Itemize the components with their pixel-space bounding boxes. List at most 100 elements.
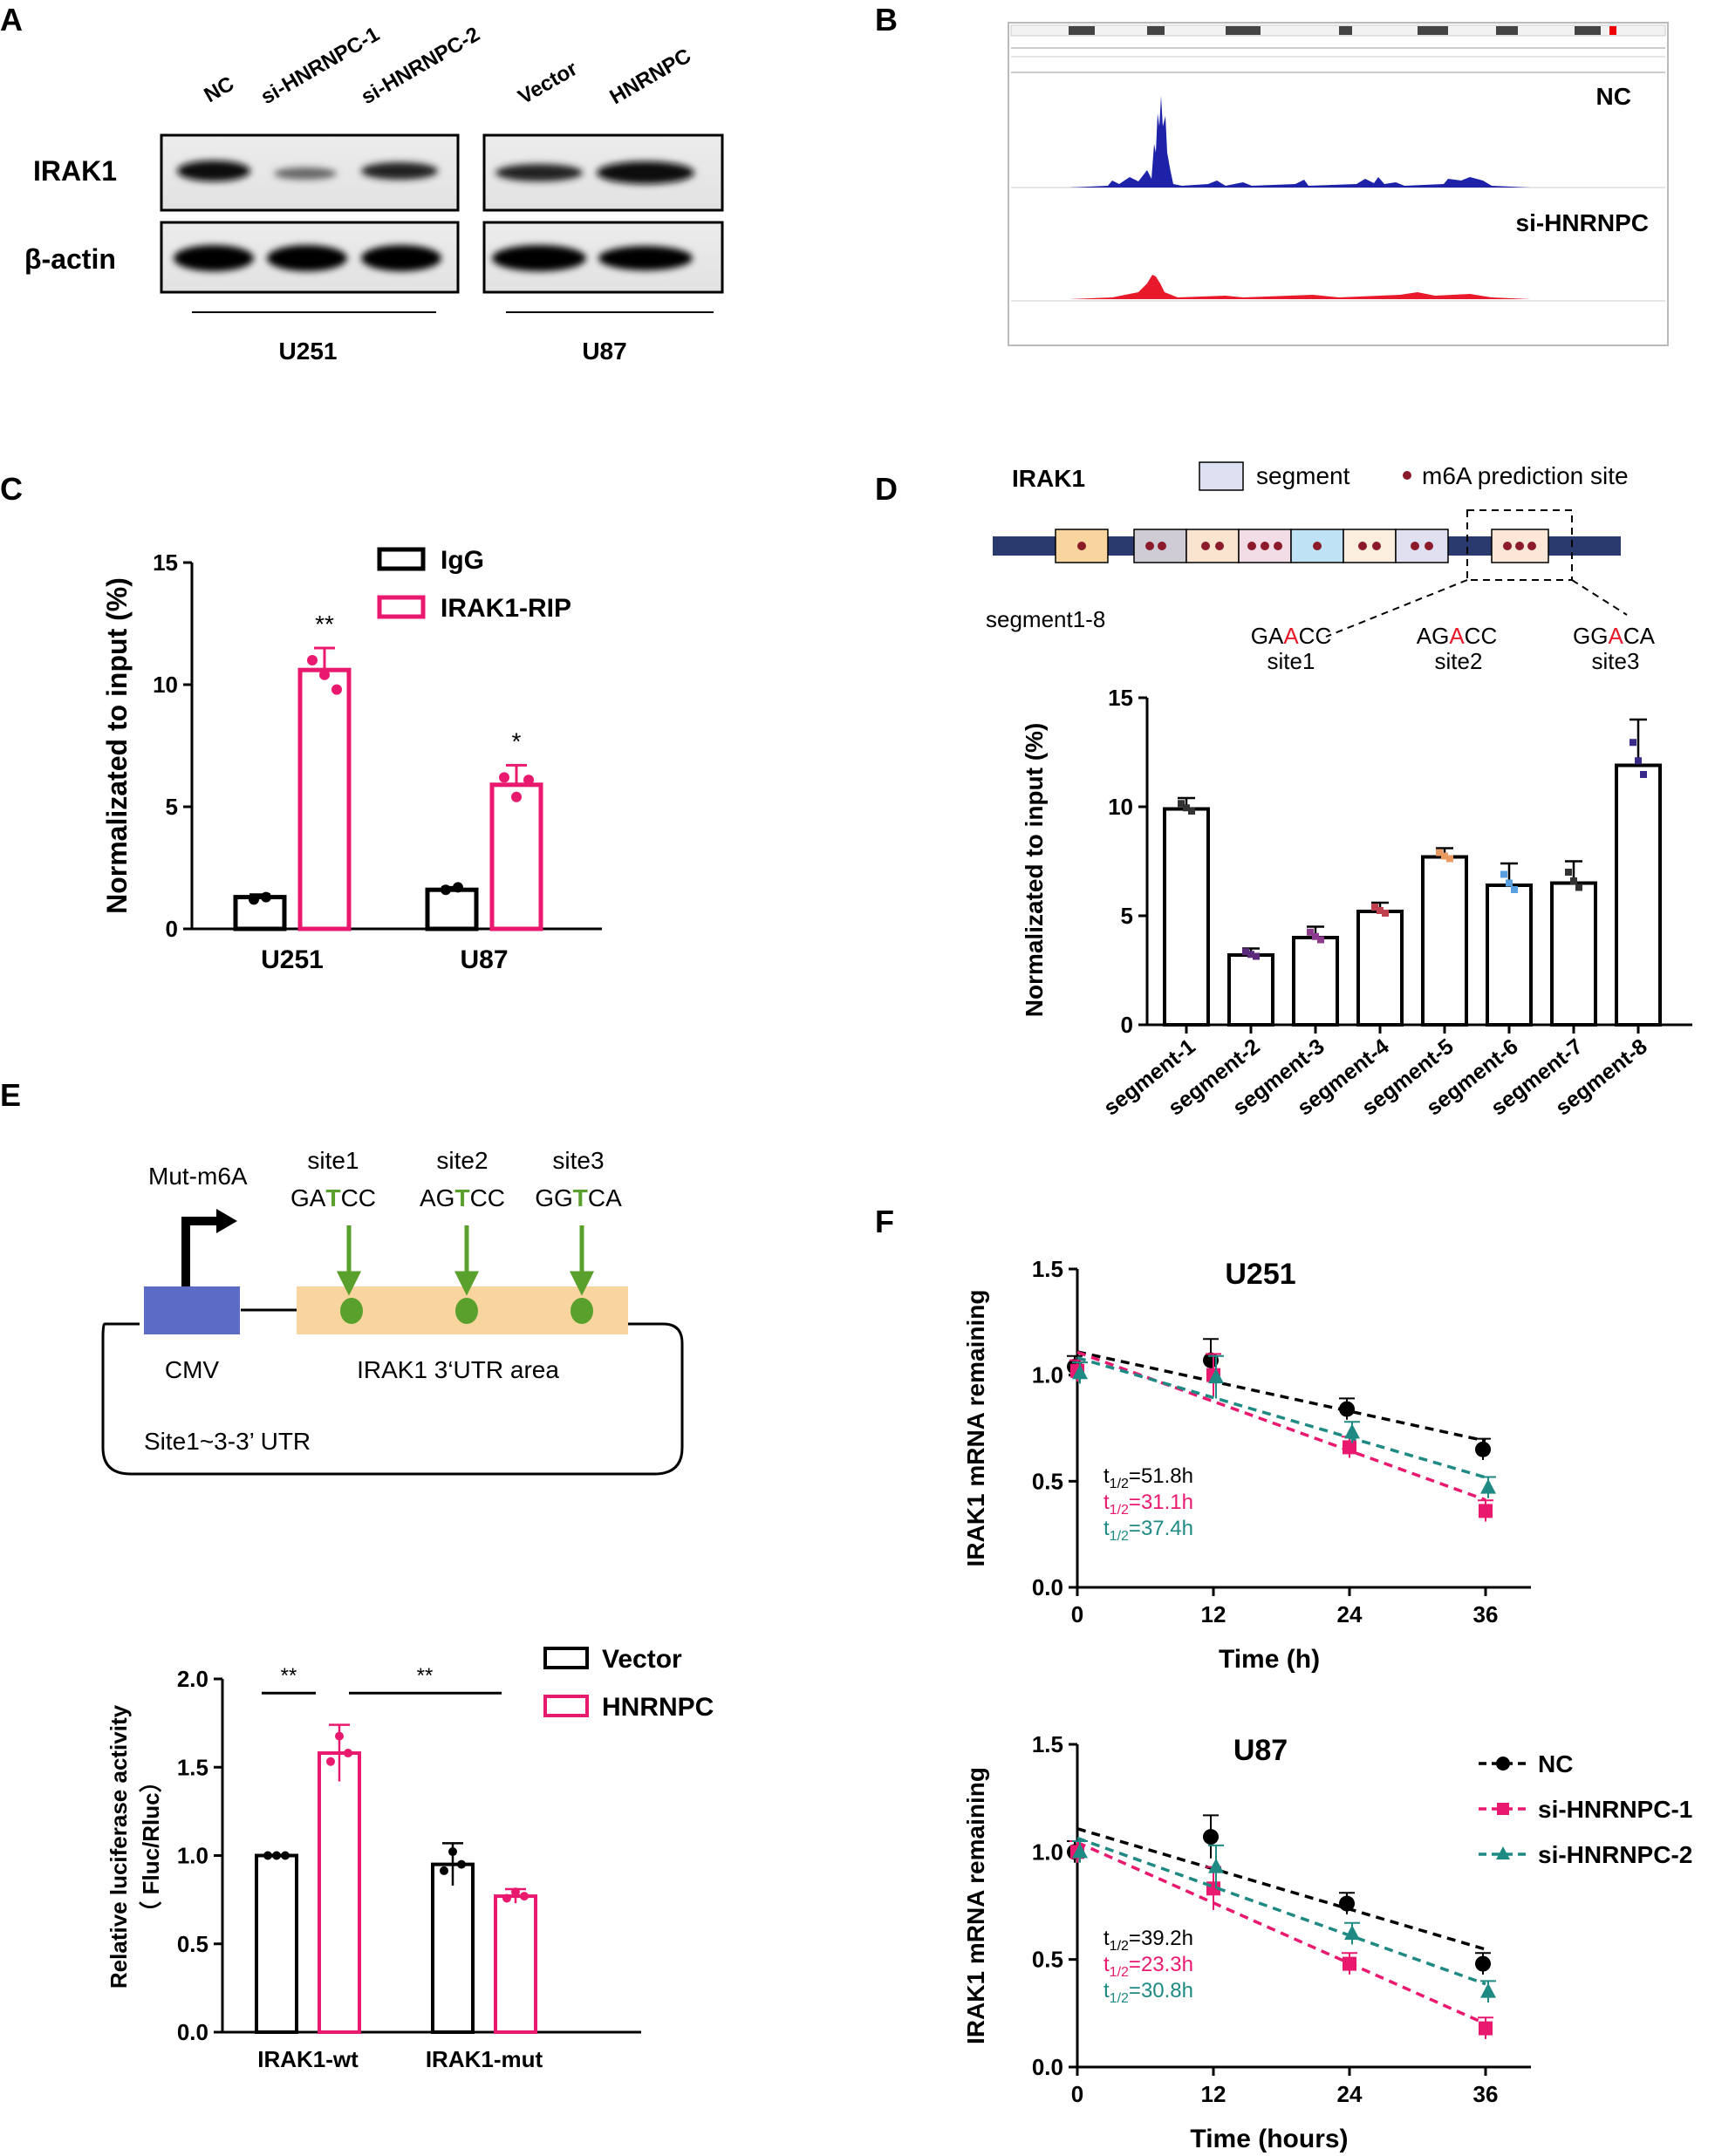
trend-line-si-hnrnpc-1 <box>1076 1350 1486 1502</box>
band-actin-si2 <box>361 245 441 271</box>
y-tick-label: 0 <box>166 916 178 942</box>
data-point <box>1506 879 1513 887</box>
legend-label-0: NC <box>1538 1750 1573 1777</box>
legend-label-1: IRAK1-RIP <box>441 594 571 623</box>
legend-swatch-0 <box>377 547 426 571</box>
bar-igg-u251 <box>233 895 287 931</box>
y-tick-label: 15 <box>1108 685 1133 711</box>
marker-si-hnrnpc-2 <box>1208 1368 1224 1384</box>
x-tick-label: IRAK1-mut <box>426 2046 543 2072</box>
mut-m6a-label: Mut-m6A <box>148 1163 248 1190</box>
e-site1-name: site1 <box>307 1147 359 1174</box>
marker-si-hnrnpc-1 <box>1479 1504 1493 1518</box>
site3-a: A <box>1608 623 1623 649</box>
data-point <box>520 1892 529 1901</box>
data-point <box>1575 884 1582 891</box>
data-point <box>1441 852 1448 860</box>
bar-segment-6 <box>1486 884 1533 1027</box>
y-tick-label: 0.5 <box>1032 1947 1063 1973</box>
data-point <box>1242 948 1249 956</box>
marker-si-hnrnpc-1 <box>1343 1440 1356 1455</box>
data-point <box>1312 932 1319 940</box>
site2-seq: AGACC <box>1417 623 1497 649</box>
data-point <box>1630 739 1636 747</box>
marker-nc <box>1339 1895 1355 1912</box>
halflife-value: 37.4h <box>1141 1517 1193 1540</box>
marker-nc <box>1339 1401 1355 1417</box>
panel-b-coverage: NC si-HNRNPC <box>1008 22 1669 346</box>
site3-pre: GG <box>1573 623 1608 649</box>
y-tick-label: 0.0 <box>1032 1574 1063 1600</box>
legend-site-label: m6A prediction site <box>1422 462 1629 489</box>
data-point <box>263 1851 272 1860</box>
cell-label-u87: U87 <box>582 338 626 365</box>
zoom-box <box>1466 509 1573 581</box>
panel-e-schematic: Mut-m6A site1 GATCC site2 AGTCC site3 GG… <box>101 1147 684 1476</box>
panel-label-c: C <box>0 471 23 507</box>
marker-si-hnrnpc-2 <box>1072 1364 1088 1380</box>
plasmid-outline <box>101 1322 684 1476</box>
mutation-arrows <box>336 1225 595 1296</box>
panel-label-e: E <box>0 1077 22 1113</box>
halflife-value: 31.1h <box>1141 1491 1193 1514</box>
y-tick-label: 15 <box>153 549 178 576</box>
e-site1-seq: GATCC <box>290 1184 376 1211</box>
cell-label-u251: U251 <box>279 338 338 365</box>
legend-swatch-1 <box>377 595 426 619</box>
data-point <box>1188 808 1195 815</box>
trend-line-si-hnrnpc-2 <box>1076 1356 1486 1479</box>
e-site1-post: CC <box>341 1184 376 1211</box>
cmv-box <box>144 1286 240 1334</box>
x-tick-label: 0 <box>1071 2081 1083 2107</box>
legend-label-1: si-HNRNPC-1 <box>1538 1796 1692 1823</box>
track-label-si: si-HNRNPC <box>1516 209 1649 236</box>
y-axis-title: Normalizated to input (%) <box>101 577 133 914</box>
significance-mark: ** <box>315 611 334 638</box>
marker-si-hnrnpc-2 <box>1344 1925 1360 1941</box>
panel-d-schematic: IRAK1 segment m6A prediction site segmen… <box>986 461 1656 674</box>
e-site2-name: site2 <box>436 1147 488 1174</box>
site3-seq: GGACA <box>1573 623 1656 649</box>
data-point <box>1307 928 1314 936</box>
halflife-prefix: t <box>1103 1464 1110 1488</box>
segment-box-6 <box>1343 529 1397 563</box>
trend-line-si-hnrnpc-2 <box>1076 1836 1486 1986</box>
e-site3-t: T <box>573 1184 588 1211</box>
legend-segment-swatch <box>1199 461 1244 491</box>
legend-swatch-1 <box>543 1695 589 1717</box>
legend-marker-0 <box>1496 1757 1510 1771</box>
data-point <box>1247 951 1254 959</box>
segments-label: segment1-8 <box>986 606 1105 632</box>
panel-label-d: D <box>875 471 898 507</box>
e-site2-post: CC <box>470 1184 505 1211</box>
halflife-sub: 1/2 <box>1110 1503 1129 1518</box>
data-point <box>261 891 271 903</box>
y-tick-label: 1.0 <box>1032 1362 1063 1388</box>
trend-line-si-hnrnpc-1 <box>1076 1840 1486 2026</box>
data-point <box>1377 907 1384 914</box>
data-point <box>272 1851 281 1860</box>
x-tick-label: U251 <box>261 945 324 974</box>
data-point <box>523 774 534 786</box>
data-point <box>1500 870 1507 878</box>
data-point <box>1635 757 1642 765</box>
data-point <box>307 655 318 665</box>
panel-f-u87-chart: 0.0 0.5 1.0 1.5 IRAK1 mRNA remaining 0 12 24 36 T… <box>962 1731 1692 2153</box>
significance-mark: ** <box>417 1664 434 1688</box>
promoter-arrowhead <box>216 1209 237 1233</box>
marker-si-hnrnpc-2 <box>1208 1858 1224 1873</box>
y-tick-label: 10 <box>153 672 178 698</box>
x-tick-label: 12 <box>1201 1601 1226 1627</box>
data-point <box>1570 877 1577 884</box>
band-irak1-vector <box>495 164 583 181</box>
band-actin-si1 <box>267 245 347 271</box>
m6a-site-dots <box>1077 542 1536 550</box>
y-axis-subtitle: （ Fluc/Rluc） <box>138 1770 164 1923</box>
segment-box-7 <box>1395 529 1449 563</box>
halflife-value: 51.8h <box>1141 1464 1193 1488</box>
bar-segment-7 <box>1550 881 1597 1027</box>
data-point <box>1511 886 1518 893</box>
chart-title: U87 <box>1233 1734 1288 1767</box>
halflife-sub: 1/2 <box>1110 1477 1129 1491</box>
